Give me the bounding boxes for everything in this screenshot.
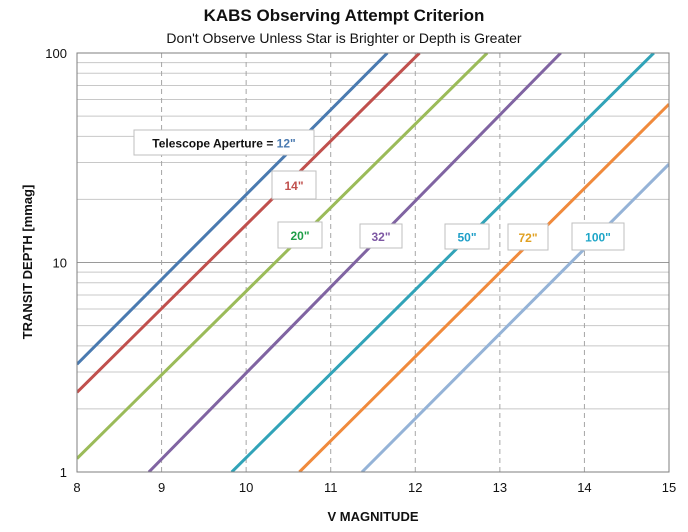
callout-value: 100" (585, 231, 611, 245)
aperture-callout: 20" (277, 221, 323, 249)
series-line (298, 103, 669, 472)
aperture-callout: 100" (571, 222, 625, 251)
callout-value: 20" (290, 229, 309, 243)
x-tick-label: 10 (239, 480, 253, 495)
aperture-callout: Telescope Aperture = 12" (133, 129, 315, 156)
x-tick-label: 13 (493, 480, 507, 495)
series-line (77, 53, 421, 394)
callout-box (571, 222, 625, 251)
aperture-callout: 32" (359, 223, 403, 249)
callout-box (444, 223, 490, 250)
callout-box (133, 129, 315, 156)
x-tick-label: 12 (408, 480, 422, 495)
callout-value: 50" (457, 231, 476, 245)
callout-value: 32" (371, 230, 390, 244)
y-axis-label: TRANSIT DEPTH [mmag] (20, 185, 35, 340)
callout-value: 14" (284, 179, 303, 193)
callout-label: 50" (457, 231, 476, 245)
x-tick-label: 11 (324, 480, 338, 495)
x-axis-label: V MAGNITUDE (328, 509, 419, 524)
callout-value: 12" (277, 137, 296, 151)
chart-subtitle: Don't Observe Unless Star is Brighter or… (166, 30, 522, 46)
callout-value: 72" (518, 231, 537, 245)
y-tick-label: 10 (53, 256, 67, 271)
series-lines (77, 53, 669, 472)
callout-box (507, 223, 549, 251)
aperture-callout: 50" (444, 223, 490, 250)
y-tick-label: 1 (60, 465, 67, 480)
callout-box (277, 221, 323, 249)
series-line (230, 53, 655, 472)
callout-label: 72" (518, 231, 537, 245)
series-line (77, 53, 489, 460)
callout-prefix: Telescope Aperture = (152, 137, 276, 151)
aperture-callout: 14" (271, 170, 317, 200)
y-tick-label: 100 (45, 46, 67, 61)
x-tick-label: 14 (577, 480, 591, 495)
tick-labels: 8 9 10 11 12 13 14 15 1 10 100 (45, 46, 676, 495)
series-line (77, 53, 389, 366)
callout-label: Telescope Aperture = 12" (152, 137, 295, 151)
callout-label: 14" (284, 179, 303, 193)
callout-label: 100" (585, 231, 611, 245)
callout-box (271, 170, 317, 200)
callout-label: 32" (371, 230, 390, 244)
series-line (360, 163, 669, 472)
callout-box (359, 223, 403, 249)
series-line (147, 53, 562, 472)
grid-lines (77, 52, 669, 472)
chart-title: KABS Observing Attempt Criterion (203, 6, 485, 25)
aperture-callouts: Telescope Aperture = 12" 14" 20" 32" 50" 72" 1… (133, 129, 625, 251)
x-tick-label: 8 (73, 480, 80, 495)
callout-label: 20" (290, 229, 309, 243)
plot-frame (76, 52, 670, 473)
aperture-callout: 72" (507, 223, 549, 251)
x-tick-label: 15 (662, 480, 676, 495)
x-tick-label: 9 (158, 480, 165, 495)
